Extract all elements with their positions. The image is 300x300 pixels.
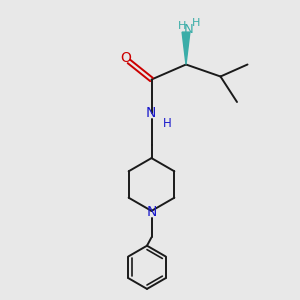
Text: H: H (163, 117, 172, 130)
Text: H: H (178, 21, 187, 32)
Text: N: N (146, 106, 156, 120)
Text: N: N (184, 23, 193, 36)
Polygon shape (182, 32, 190, 64)
Text: N: N (146, 205, 157, 218)
Text: H: H (192, 17, 201, 28)
Text: O: O (120, 52, 131, 65)
